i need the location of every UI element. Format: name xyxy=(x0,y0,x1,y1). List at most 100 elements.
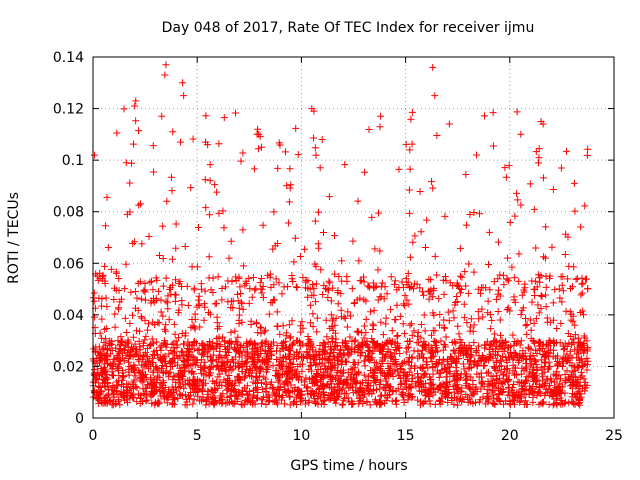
data-point xyxy=(414,329,422,337)
data-point xyxy=(218,296,226,304)
data-point xyxy=(504,376,512,384)
data-point xyxy=(578,372,586,380)
data-point xyxy=(276,141,284,149)
data-point xyxy=(456,272,464,280)
data-point xyxy=(279,322,287,330)
data-point xyxy=(408,331,416,339)
chart-title: Day 048 of 2017, Rate Of TEC Index for r… xyxy=(162,20,535,36)
data-point xyxy=(467,323,475,331)
data-point xyxy=(148,277,156,285)
data-point xyxy=(531,292,539,300)
data-point xyxy=(452,339,460,347)
data-point xyxy=(302,374,310,382)
data-point xyxy=(462,221,470,229)
data-point xyxy=(454,401,462,409)
data-point xyxy=(112,387,120,395)
data-point xyxy=(475,315,483,323)
data-point xyxy=(299,360,307,368)
data-point xyxy=(288,271,296,279)
data-point xyxy=(415,338,423,346)
data-point xyxy=(322,285,330,293)
data-point xyxy=(158,112,166,120)
data-point xyxy=(401,330,409,338)
data-point xyxy=(126,179,134,187)
data-point xyxy=(140,287,148,295)
data-point xyxy=(271,391,279,399)
data-point xyxy=(522,314,530,322)
data-point xyxy=(184,301,192,309)
data-point xyxy=(176,353,184,361)
data-point xyxy=(435,295,443,303)
data-point xyxy=(311,144,319,152)
data-point xyxy=(299,340,307,348)
data-point xyxy=(278,290,286,298)
y-tick-label: 0.04 xyxy=(53,308,84,324)
data-point xyxy=(166,368,174,376)
data-point xyxy=(329,315,337,323)
data-point xyxy=(440,340,448,348)
data-point xyxy=(247,337,255,345)
data-point xyxy=(149,286,157,294)
data-point xyxy=(311,298,319,306)
data-point xyxy=(293,284,301,292)
data-point xyxy=(391,367,399,375)
data-point xyxy=(309,310,317,318)
data-point xyxy=(381,399,389,407)
data-point xyxy=(564,275,572,283)
data-point xyxy=(441,341,449,349)
data-point xyxy=(328,323,336,331)
data-point xyxy=(200,316,208,324)
data-point xyxy=(446,279,454,287)
data-point xyxy=(103,193,111,201)
data-point xyxy=(399,320,407,328)
data-point xyxy=(575,362,583,370)
data-point xyxy=(296,372,304,380)
data-point xyxy=(333,371,341,379)
data-point xyxy=(407,115,415,123)
data-point xyxy=(115,274,123,282)
data-point xyxy=(241,281,249,289)
data-point xyxy=(246,285,254,293)
data-point xyxy=(124,343,132,351)
data-point xyxy=(145,232,153,240)
data-point xyxy=(346,333,354,341)
data-point xyxy=(573,275,581,283)
data-point xyxy=(494,290,502,298)
data-point xyxy=(510,274,518,282)
data-point xyxy=(233,290,241,298)
data-point xyxy=(171,348,179,356)
data-point xyxy=(378,279,386,287)
data-point xyxy=(441,212,449,220)
data-point xyxy=(218,284,226,292)
data-point xyxy=(147,341,155,349)
data-point xyxy=(372,282,380,290)
data-point xyxy=(289,399,297,407)
data-point xyxy=(358,378,366,386)
data-point xyxy=(527,326,535,334)
data-point xyxy=(198,397,206,405)
data-point xyxy=(262,368,270,376)
data-point xyxy=(414,332,422,340)
data-point xyxy=(354,197,362,205)
data-point xyxy=(325,277,333,285)
data-point xyxy=(239,344,247,352)
data-point xyxy=(377,392,385,400)
data-point xyxy=(144,381,152,389)
data-point xyxy=(430,311,438,319)
data-point xyxy=(557,164,565,172)
data-point xyxy=(128,311,136,319)
data-point xyxy=(298,354,306,362)
data-point xyxy=(90,297,98,305)
data-point xyxy=(383,290,391,298)
data-point xyxy=(517,370,525,378)
data-point xyxy=(156,251,164,259)
data-point xyxy=(339,400,347,408)
data-point xyxy=(201,176,209,184)
data-point xyxy=(117,333,125,341)
data-point xyxy=(422,379,430,387)
data-point xyxy=(513,108,521,116)
data-point xyxy=(542,291,550,299)
x-axis-label: GPS time / hours xyxy=(290,458,407,474)
data-point xyxy=(136,278,144,286)
data-point xyxy=(275,376,283,384)
